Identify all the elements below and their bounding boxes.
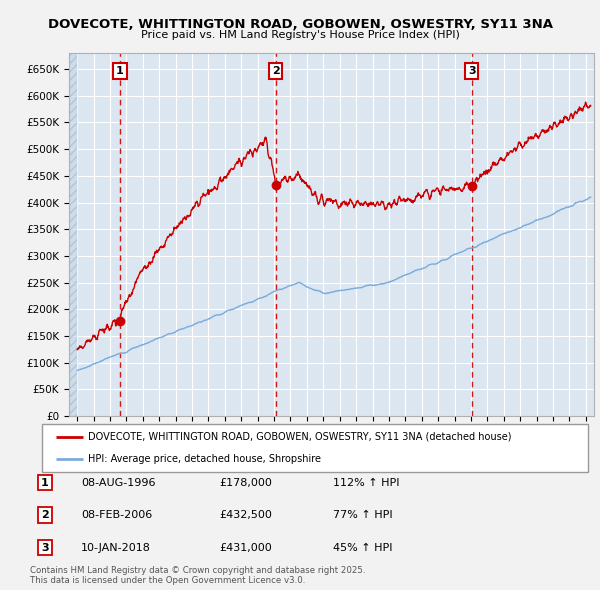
Text: 10-JAN-2018: 10-JAN-2018	[81, 543, 151, 552]
Text: 08-AUG-1996: 08-AUG-1996	[81, 478, 155, 487]
Text: 2: 2	[272, 66, 280, 76]
Text: 45% ↑ HPI: 45% ↑ HPI	[333, 543, 392, 552]
FancyBboxPatch shape	[42, 424, 588, 472]
Text: 2: 2	[41, 510, 49, 520]
Text: 3: 3	[41, 543, 49, 552]
Text: DOVECOTE, WHITTINGTON ROAD, GOBOWEN, OSWESTRY, SY11 3NA (detached house): DOVECOTE, WHITTINGTON ROAD, GOBOWEN, OSW…	[88, 432, 512, 442]
Text: 08-FEB-2006: 08-FEB-2006	[81, 510, 152, 520]
Text: £432,500: £432,500	[219, 510, 272, 520]
Bar	[69, 53, 77, 416]
Text: £178,000: £178,000	[219, 478, 272, 487]
Text: Contains HM Land Registry data © Crown copyright and database right 2025.
This d: Contains HM Land Registry data © Crown c…	[30, 566, 365, 585]
Text: £431,000: £431,000	[219, 543, 272, 552]
Text: 1: 1	[116, 66, 124, 76]
Text: 3: 3	[468, 66, 476, 76]
Text: DOVECOTE, WHITTINGTON ROAD, GOBOWEN, OSWESTRY, SY11 3NA: DOVECOTE, WHITTINGTON ROAD, GOBOWEN, OSW…	[47, 18, 553, 31]
Text: 77% ↑ HPI: 77% ↑ HPI	[333, 510, 392, 520]
Text: HPI: Average price, detached house, Shropshire: HPI: Average price, detached house, Shro…	[88, 454, 322, 464]
Text: Price paid vs. HM Land Registry's House Price Index (HPI): Price paid vs. HM Land Registry's House …	[140, 30, 460, 40]
Text: 1: 1	[41, 478, 49, 487]
Text: 112% ↑ HPI: 112% ↑ HPI	[333, 478, 400, 487]
